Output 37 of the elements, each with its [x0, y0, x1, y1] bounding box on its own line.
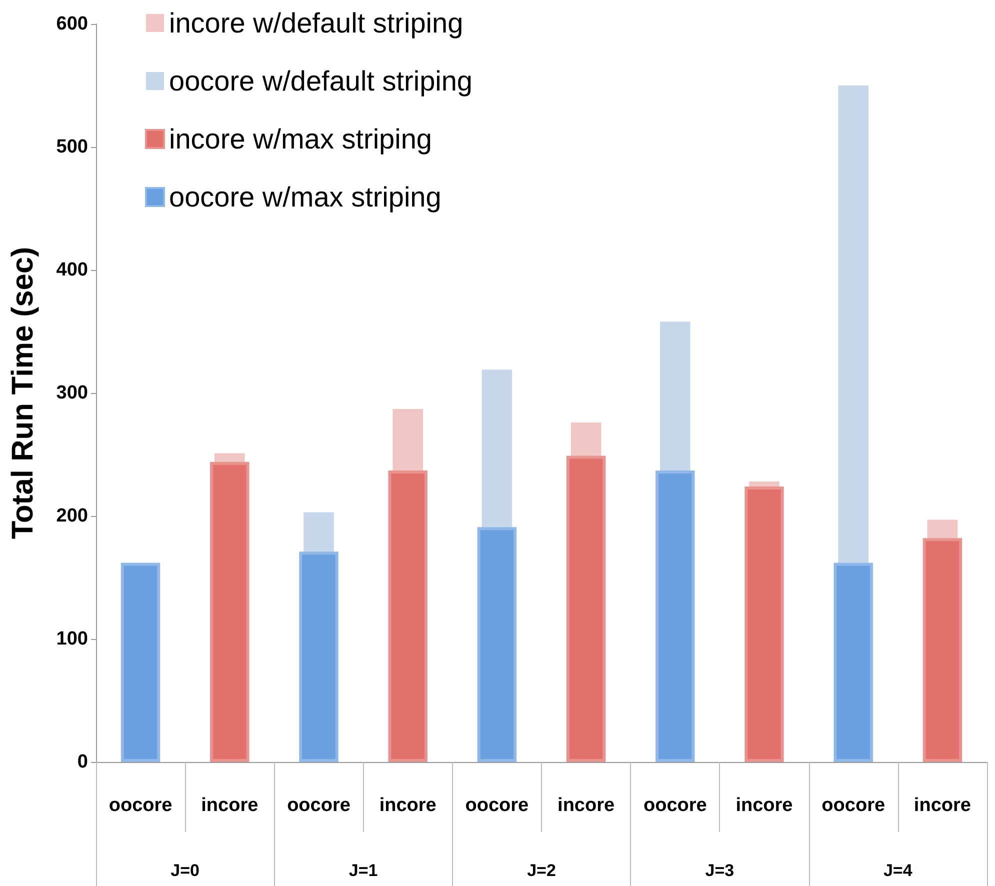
x-tick-label: incore: [736, 795, 793, 816]
x-tick-label: oocore: [822, 795, 886, 816]
y-tick-label: 0: [77, 752, 88, 772]
bar: [656, 470, 695, 762]
x-tick-label: oocore: [643, 795, 707, 816]
x-tick-label: incore: [201, 795, 258, 816]
x-tick-label: oocore: [465, 795, 529, 816]
legend-label: incore w/default striping: [169, 8, 464, 38]
bar: [744, 486, 784, 762]
x-tick-label: incore: [558, 795, 615, 816]
x-tick-label: oocore: [287, 795, 350, 816]
x-tick-label: incore: [914, 795, 971, 816]
text: J=0: [170, 861, 200, 880]
y-tick-label: 200: [56, 506, 88, 526]
bar: [299, 552, 338, 762]
x-tick-label: oocore: [108, 795, 172, 816]
bar: [388, 470, 428, 762]
text: J=3: [705, 861, 734, 880]
x-tick-label: incore: [379, 795, 436, 816]
text: J=4: [883, 861, 913, 880]
y-tick-label: 600: [56, 14, 88, 34]
legend-label: oocore w/max striping: [169, 182, 442, 212]
y-tick-label: 300: [56, 382, 88, 404]
bar: [120, 562, 160, 762]
text: J=2: [527, 861, 556, 880]
bar: [477, 527, 517, 762]
y-tick-label: 400: [56, 260, 88, 280]
y-tick-label: 500: [56, 136, 88, 158]
bar: [566, 456, 606, 762]
legend-label: incore w/max striping: [169, 124, 432, 154]
y-axis-title: Total Run Time (sec): [6, 246, 40, 540]
bar: [834, 562, 873, 762]
bar: [922, 538, 962, 762]
text: J=1: [348, 861, 378, 880]
bar: [210, 462, 250, 762]
y-tick-label: 100: [56, 628, 88, 650]
legend-label: oocore w/default striping: [169, 66, 473, 96]
